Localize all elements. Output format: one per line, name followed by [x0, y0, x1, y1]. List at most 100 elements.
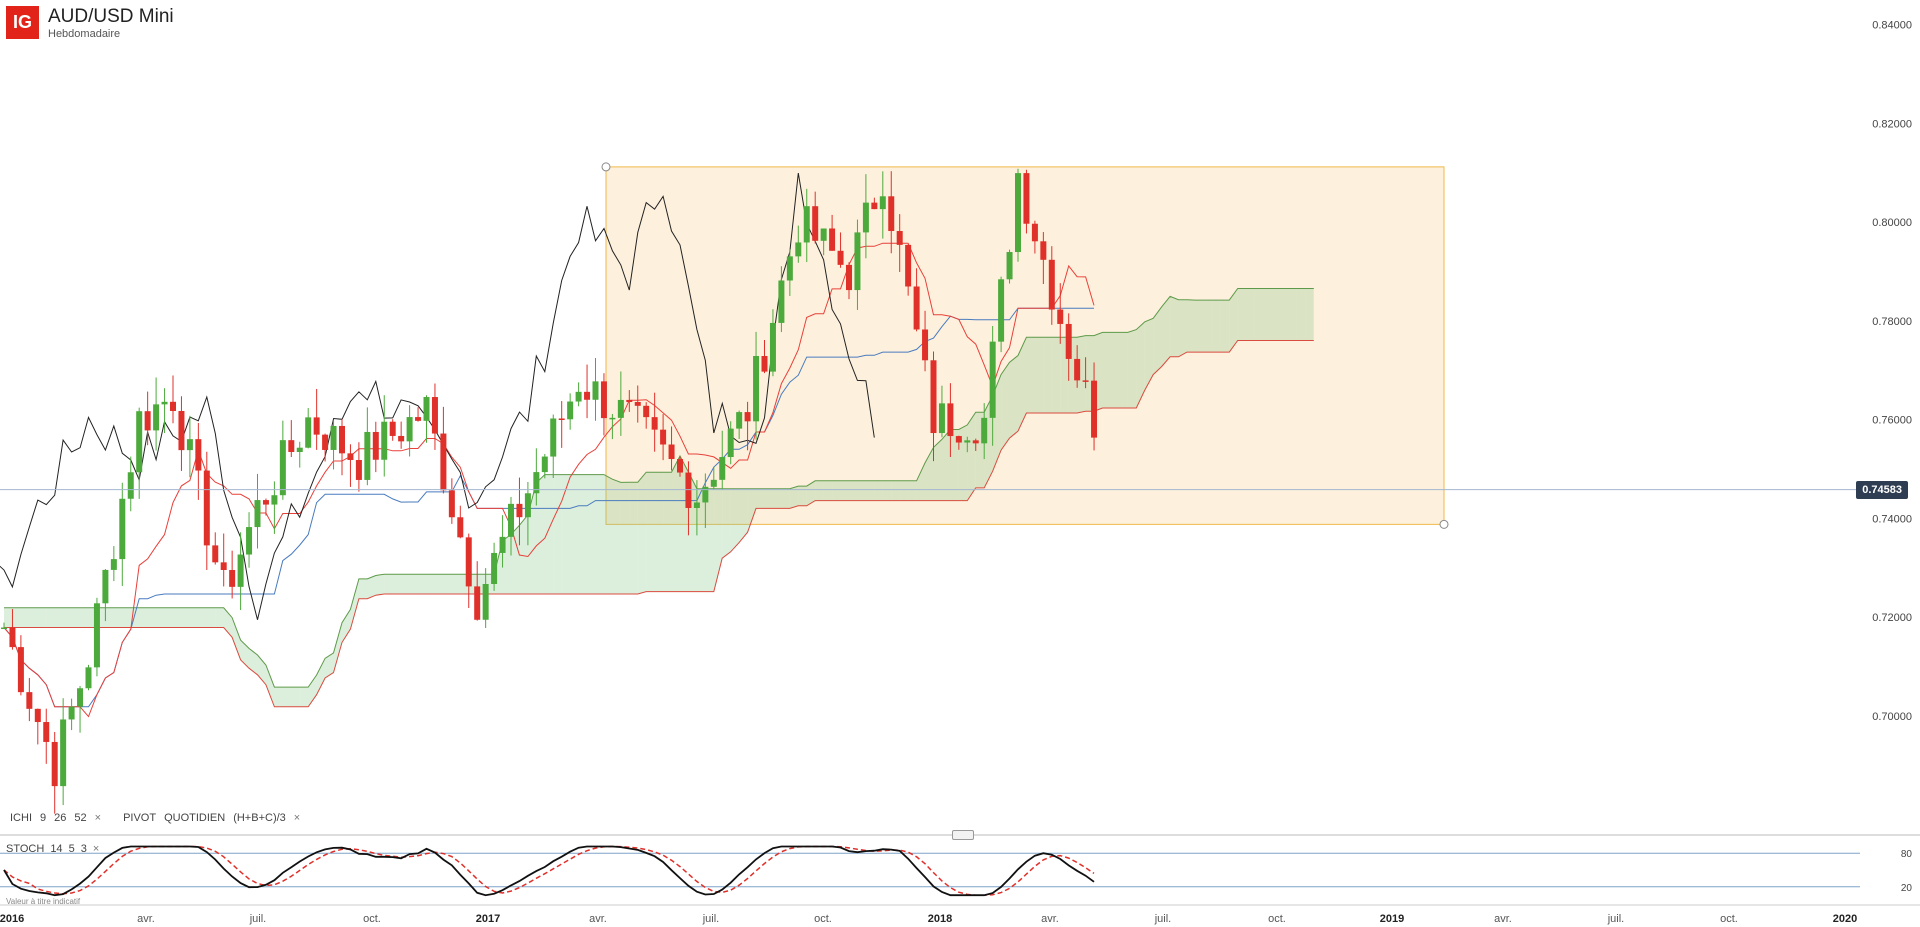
pane-resize-handle[interactable] — [952, 830, 974, 840]
candle-body — [423, 397, 430, 421]
cloud-segment — [620, 482, 630, 594]
candle-body — [617, 399, 624, 418]
cloud-segment — [1018, 337, 1027, 432]
candle-body — [685, 472, 692, 508]
candle-body — [938, 403, 945, 434]
cloud-segment — [46, 607, 55, 628]
current-price-tag: 0.74583 — [1856, 480, 1908, 499]
candle-body — [660, 429, 667, 445]
candle-body — [431, 397, 438, 434]
cloud-segment — [1043, 337, 1052, 413]
cloud-segment — [958, 424, 968, 501]
close-stoch-icon[interactable]: × — [92, 843, 100, 855]
candle-body — [998, 279, 1005, 342]
cloud-segment — [1254, 288, 1264, 341]
candle-body — [68, 706, 75, 720]
cloud-segment — [1127, 329, 1137, 409]
pivot-label[interactable]: PIVOT — [123, 812, 157, 824]
candle-body — [1065, 323, 1072, 359]
rectangle-handle-bottom-right — [1439, 519, 1449, 529]
cloud-segment — [1237, 288, 1247, 341]
candle-body — [905, 244, 912, 287]
candle-body — [634, 401, 641, 406]
candle-body — [322, 434, 329, 450]
cloud-segment — [798, 486, 807, 506]
candle-body — [753, 356, 760, 422]
cloud-segment — [451, 574, 461, 594]
cloud-segment — [139, 607, 148, 628]
candle-body — [516, 503, 523, 518]
candle-body — [541, 456, 548, 473]
close-pivot-icon[interactable]: × — [293, 812, 301, 824]
timeframe-subtitle: Hebdomadaire — [48, 28, 121, 40]
candle-body — [279, 440, 286, 496]
x-tick-label: oct. — [363, 913, 381, 925]
cloud-segment — [1170, 296, 1179, 357]
cloud-segment — [274, 687, 283, 707]
cloud-segment — [1279, 288, 1289, 341]
candle-body — [144, 411, 151, 431]
candle-body — [710, 479, 717, 487]
candle-body — [677, 459, 683, 473]
candle-body — [77, 688, 84, 707]
cloud-segment — [857, 480, 866, 501]
ichimoku-param-3: 52 — [74, 812, 87, 824]
candle-body — [448, 490, 455, 518]
cloud-segment — [519, 514, 528, 594]
y-tick-label: 0.76000 — [1872, 415, 1912, 427]
candle-body — [186, 439, 193, 451]
candle-body — [491, 552, 498, 584]
stoch-k-line — [3, 845, 1095, 897]
cloud-segment — [840, 480, 849, 501]
candle-body — [727, 428, 734, 458]
cloud-segment — [671, 456, 680, 592]
cloud-segment — [705, 488, 714, 592]
candle-body — [922, 329, 929, 361]
candle-body — [85, 667, 92, 689]
cloud-segment — [1102, 332, 1111, 409]
y-tick-label: 0.72000 — [1872, 612, 1912, 624]
cloud-segment — [806, 480, 816, 506]
candle-body — [26, 692, 33, 709]
cloud-segment — [1001, 362, 1010, 451]
cloud-segment — [1220, 300, 1230, 353]
cloud-segment — [941, 429, 951, 501]
x-tick-label: 2016 — [0, 913, 24, 925]
ichimoku-param-2: 26 — [54, 812, 67, 824]
cloud-segment — [654, 472, 664, 592]
cloud-segment — [916, 462, 926, 501]
ichimoku-label[interactable]: ICHI — [10, 812, 32, 824]
cloud-segment — [1203, 300, 1213, 353]
candle-body — [93, 603, 100, 668]
candle-body — [668, 444, 675, 460]
candle-body — [795, 242, 802, 257]
ig-logo: IG — [6, 6, 39, 39]
cloud-segment — [578, 474, 588, 594]
candle-body — [415, 417, 422, 421]
candle-body — [305, 417, 312, 448]
cloud-segment — [63, 607, 72, 628]
cloud-segment — [908, 480, 917, 501]
tenkan-sen-line — [3, 242, 1095, 718]
cloud-segment — [122, 607, 131, 628]
candle-body — [127, 472, 134, 499]
candle-body — [972, 440, 979, 444]
stoch-label[interactable]: STOCH — [6, 843, 45, 855]
cloud-segment — [536, 474, 545, 594]
cloud-segment — [426, 574, 435, 594]
candle-body — [744, 412, 751, 422]
candle-body — [702, 486, 709, 503]
candle-body — [499, 536, 506, 553]
close-ichimoku-icon[interactable]: × — [94, 812, 102, 824]
candle-body — [102, 569, 109, 604]
candle-body — [372, 431, 379, 460]
cloud-segment — [1161, 296, 1171, 367]
cloud-segment — [375, 574, 385, 596]
candle-body — [989, 341, 996, 418]
cloud-segment — [384, 574, 393, 594]
candle-body — [524, 493, 531, 518]
cloud-segment — [401, 574, 410, 594]
cloud-segment — [12, 607, 21, 628]
candle-body — [778, 280, 785, 323]
